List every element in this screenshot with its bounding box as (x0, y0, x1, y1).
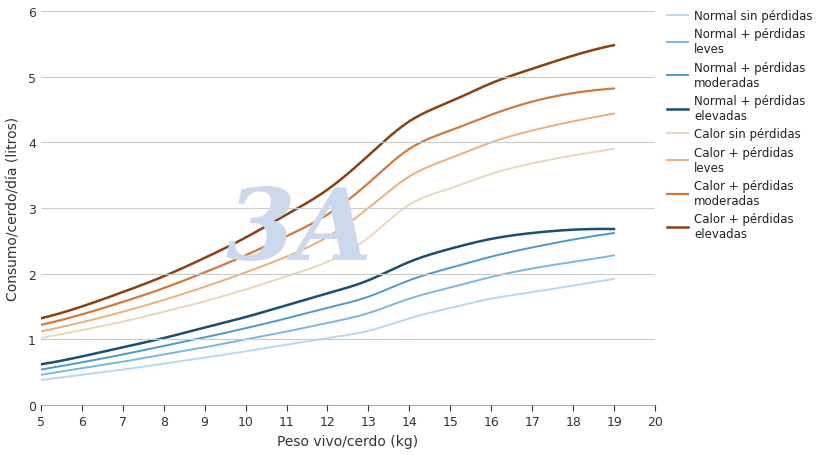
Text: 3A: 3A (225, 184, 372, 280)
X-axis label: Peso vivo/cerdo (kg): Peso vivo/cerdo (kg) (277, 434, 418, 448)
Legend: Normal sin pérdidas, Normal + pérdidas
leves, Normal + pérdidas
moderadas, Norma: Normal sin pérdidas, Normal + pérdidas l… (667, 10, 812, 241)
Y-axis label: Consumo/cerdo/día (litros): Consumo/cerdo/día (litros) (7, 116, 21, 300)
